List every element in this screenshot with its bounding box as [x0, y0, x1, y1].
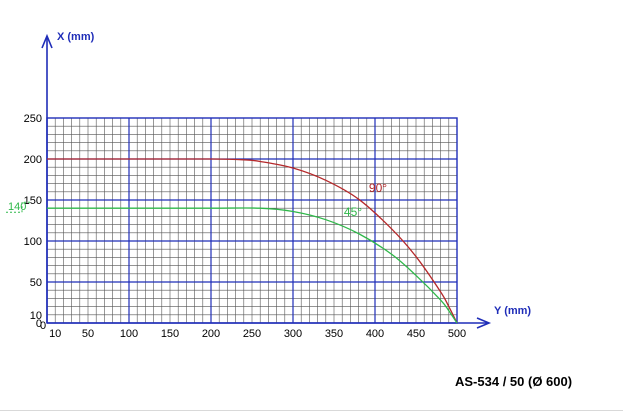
marked-value-leader	[6, 201, 32, 213]
x-tick-label: 10	[49, 328, 61, 340]
series-label: 90°	[369, 181, 387, 195]
x-tick-label: 450	[407, 328, 425, 340]
axes: X (mm) Y (mm)	[41, 31, 531, 329]
grid-minor	[47, 118, 457, 323]
y-axis-label: X (mm)	[57, 31, 95, 43]
y-tick-label: 250	[24, 113, 42, 125]
x-axis-arrow	[476, 317, 492, 329]
series-line	[47, 158, 458, 324]
x-tick-label: 400	[366, 328, 384, 340]
series-label: 45°	[344, 205, 362, 219]
x-tick-label: 250	[243, 328, 261, 340]
x-tick-label: 300	[284, 328, 302, 340]
series-line	[47, 207, 458, 324]
y-tick-label: 100	[24, 236, 42, 248]
y-origin-label: 0	[36, 318, 42, 330]
x-tick-label: 100	[120, 328, 138, 340]
tick-labels: 10 50 100 150 200 250 300 350 400 450 500010501001…	[24, 113, 467, 340]
bottom-divider	[0, 410, 623, 411]
y-tick-label: 200	[24, 154, 42, 166]
series-layer: 90° 45°	[47, 158, 458, 324]
x-tick-label: 50	[82, 328, 94, 340]
x-tick-label: 150	[161, 328, 179, 340]
y-axis-arrow	[41, 33, 53, 49]
model-caption: AS-534 / 50 (Ø 600)	[455, 374, 573, 389]
y-tick-label: 150	[24, 195, 42, 207]
x-origin-label: 0	[40, 320, 46, 332]
annotations: 140	[6, 201, 32, 213]
x-tick-label: 200	[202, 328, 220, 340]
x-axis-label: Y (mm)	[494, 305, 531, 317]
marked-value-label: 140	[8, 201, 26, 213]
x-tick-label: 500	[448, 328, 466, 340]
y-tick-label: 10	[30, 310, 42, 322]
y-tick-label: 50	[30, 277, 42, 289]
x-tick-label: 350	[325, 328, 343, 340]
